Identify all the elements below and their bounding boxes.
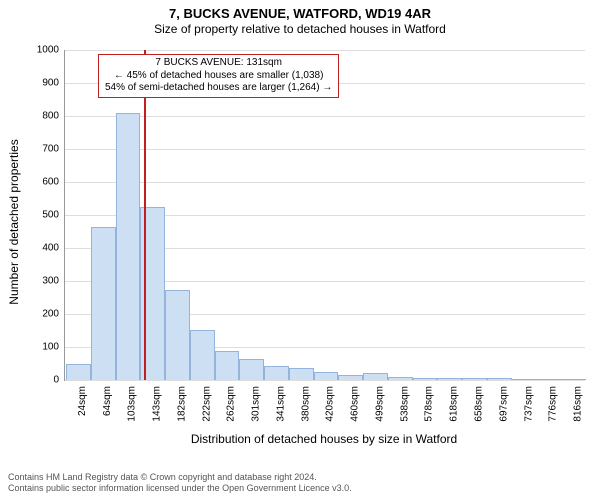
histogram-bar <box>413 378 438 380</box>
ytick-label: 1000 <box>37 45 65 56</box>
ytick-label: 800 <box>42 111 65 122</box>
x-axis-label: Distribution of detached houses by size … <box>64 432 584 446</box>
annotation-line: ← 45% of detached houses are smaller (1,… <box>105 70 332 83</box>
histogram-bar <box>190 330 215 381</box>
histogram-bar <box>66 364 91 380</box>
histogram-bar <box>363 373 388 380</box>
ytick-label: 300 <box>42 276 65 287</box>
ytick-label: 400 <box>42 243 65 254</box>
ytick-label: 0 <box>53 375 65 386</box>
histogram-bar <box>338 375 363 380</box>
marker-line <box>144 50 146 380</box>
histogram-bar <box>165 290 190 380</box>
ytick-label: 500 <box>42 210 65 221</box>
annotation-line: 7 BUCKS AVENUE: 131sqm <box>105 57 332 70</box>
histogram-bar <box>487 378 512 380</box>
chart-area: 0100200300400500600700800900100024sqm64s… <box>64 50 584 380</box>
annotation-line: 54% of semi-detached houses are larger (… <box>105 82 332 95</box>
histogram-bar <box>289 368 314 380</box>
footer-line-2: Contains public sector information licen… <box>8 483 352 494</box>
gridline <box>65 50 585 51</box>
chart-subtitle: Size of property relative to detached ho… <box>0 22 600 36</box>
histogram-bar <box>116 113 141 380</box>
gridline <box>65 149 585 150</box>
gridline <box>65 182 585 183</box>
ytick-label: 700 <box>42 144 65 155</box>
histogram-bar <box>264 366 289 380</box>
gridline <box>65 380 585 381</box>
plot-region: 0100200300400500600700800900100024sqm64s… <box>64 50 585 381</box>
footer-line-1: Contains HM Land Registry data © Crown c… <box>8 472 352 483</box>
histogram-bar <box>561 379 586 380</box>
annotation-box: 7 BUCKS AVENUE: 131sqm← 45% of detached … <box>98 54 339 98</box>
histogram-bar <box>437 378 462 380</box>
gridline <box>65 116 585 117</box>
y-axis-label: Number of detached properties <box>7 57 21 387</box>
ytick-label: 600 <box>42 177 65 188</box>
histogram-bar <box>239 359 264 380</box>
footer-attribution: Contains HM Land Registry data © Crown c… <box>8 472 352 495</box>
histogram-bar <box>536 379 561 380</box>
ytick-label: 100 <box>42 342 65 353</box>
chart-title: 7, BUCKS AVENUE, WATFORD, WD19 4AR <box>0 0 600 22</box>
ytick-label: 200 <box>42 309 65 320</box>
ytick-label: 900 <box>42 78 65 89</box>
histogram-bar <box>512 379 537 380</box>
histogram-bar <box>215 351 240 380</box>
histogram-bar <box>314 372 339 380</box>
histogram-bar <box>91 227 116 380</box>
histogram-bar <box>462 378 487 380</box>
histogram-bar <box>388 377 413 380</box>
